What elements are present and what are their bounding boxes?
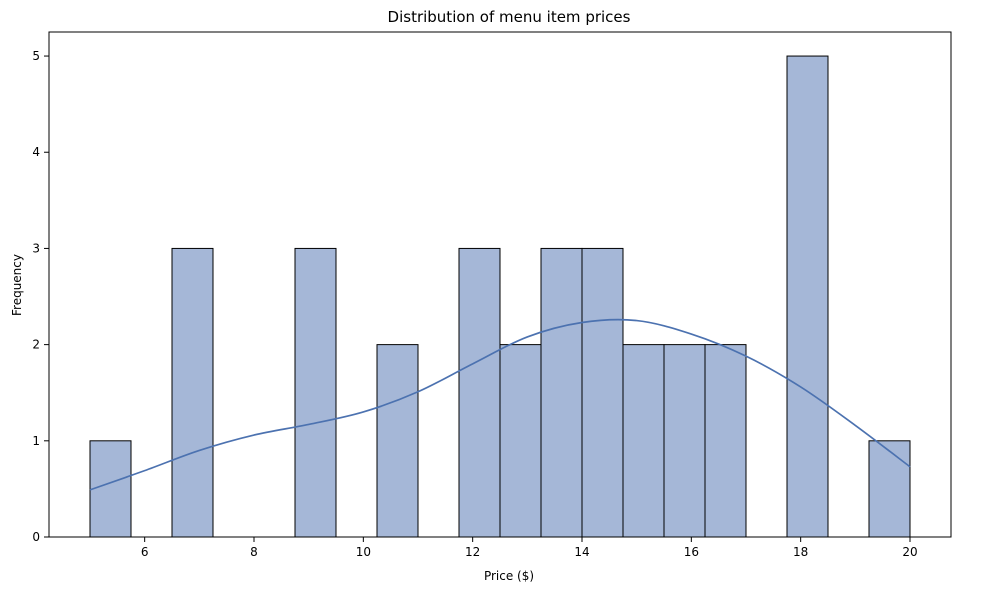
y-tick-label: 4 xyxy=(32,145,40,159)
histogram-bar-10 xyxy=(499,344,542,538)
y-tick-label: 3 xyxy=(32,241,40,255)
histogram-bar-14 xyxy=(663,344,706,538)
histogram-bar-17 xyxy=(786,55,829,538)
histogram-bar-9 xyxy=(458,247,501,538)
x-tick-label: 6 xyxy=(141,545,149,559)
x-tick-label: 12 xyxy=(465,545,480,559)
histogram-bar-11 xyxy=(540,247,583,538)
x-tick-label: 8 xyxy=(250,545,258,559)
x-tick-label: 10 xyxy=(356,545,371,559)
plot-frame xyxy=(48,31,952,538)
histogram-bar-13 xyxy=(622,344,665,538)
x-tick-label: 18 xyxy=(793,545,808,559)
y-tick-label: 5 xyxy=(32,49,40,63)
x-axis-ticks: 6 8 10 12 14 16 18 20 xyxy=(141,537,918,559)
histogram-bar-5 xyxy=(294,247,337,538)
y-axis-label: Frequency xyxy=(10,254,24,316)
histogram-bar-15 xyxy=(704,344,747,538)
histogram-bars xyxy=(89,55,911,538)
x-tick-label: 20 xyxy=(902,545,917,559)
x-axis-label: Price ($) xyxy=(484,569,534,583)
histogram-bar-7 xyxy=(376,344,419,538)
chart-title: Distribution of menu item prices xyxy=(388,8,631,26)
y-tick-label: 0 xyxy=(32,530,40,544)
x-tick-label: 16 xyxy=(684,545,699,559)
y-tick-label: 1 xyxy=(32,434,40,448)
x-tick-label: 14 xyxy=(574,545,589,559)
y-axis-ticks: 0 1 2 3 4 5 xyxy=(32,49,49,544)
kde-curve xyxy=(89,318,911,491)
histogram-bar-0 xyxy=(89,440,132,538)
y-tick-label: 2 xyxy=(32,338,40,352)
histogram-bar-12 xyxy=(581,247,624,538)
histogram-bar-2 xyxy=(171,247,214,538)
histogram-bar-19 xyxy=(868,440,911,538)
